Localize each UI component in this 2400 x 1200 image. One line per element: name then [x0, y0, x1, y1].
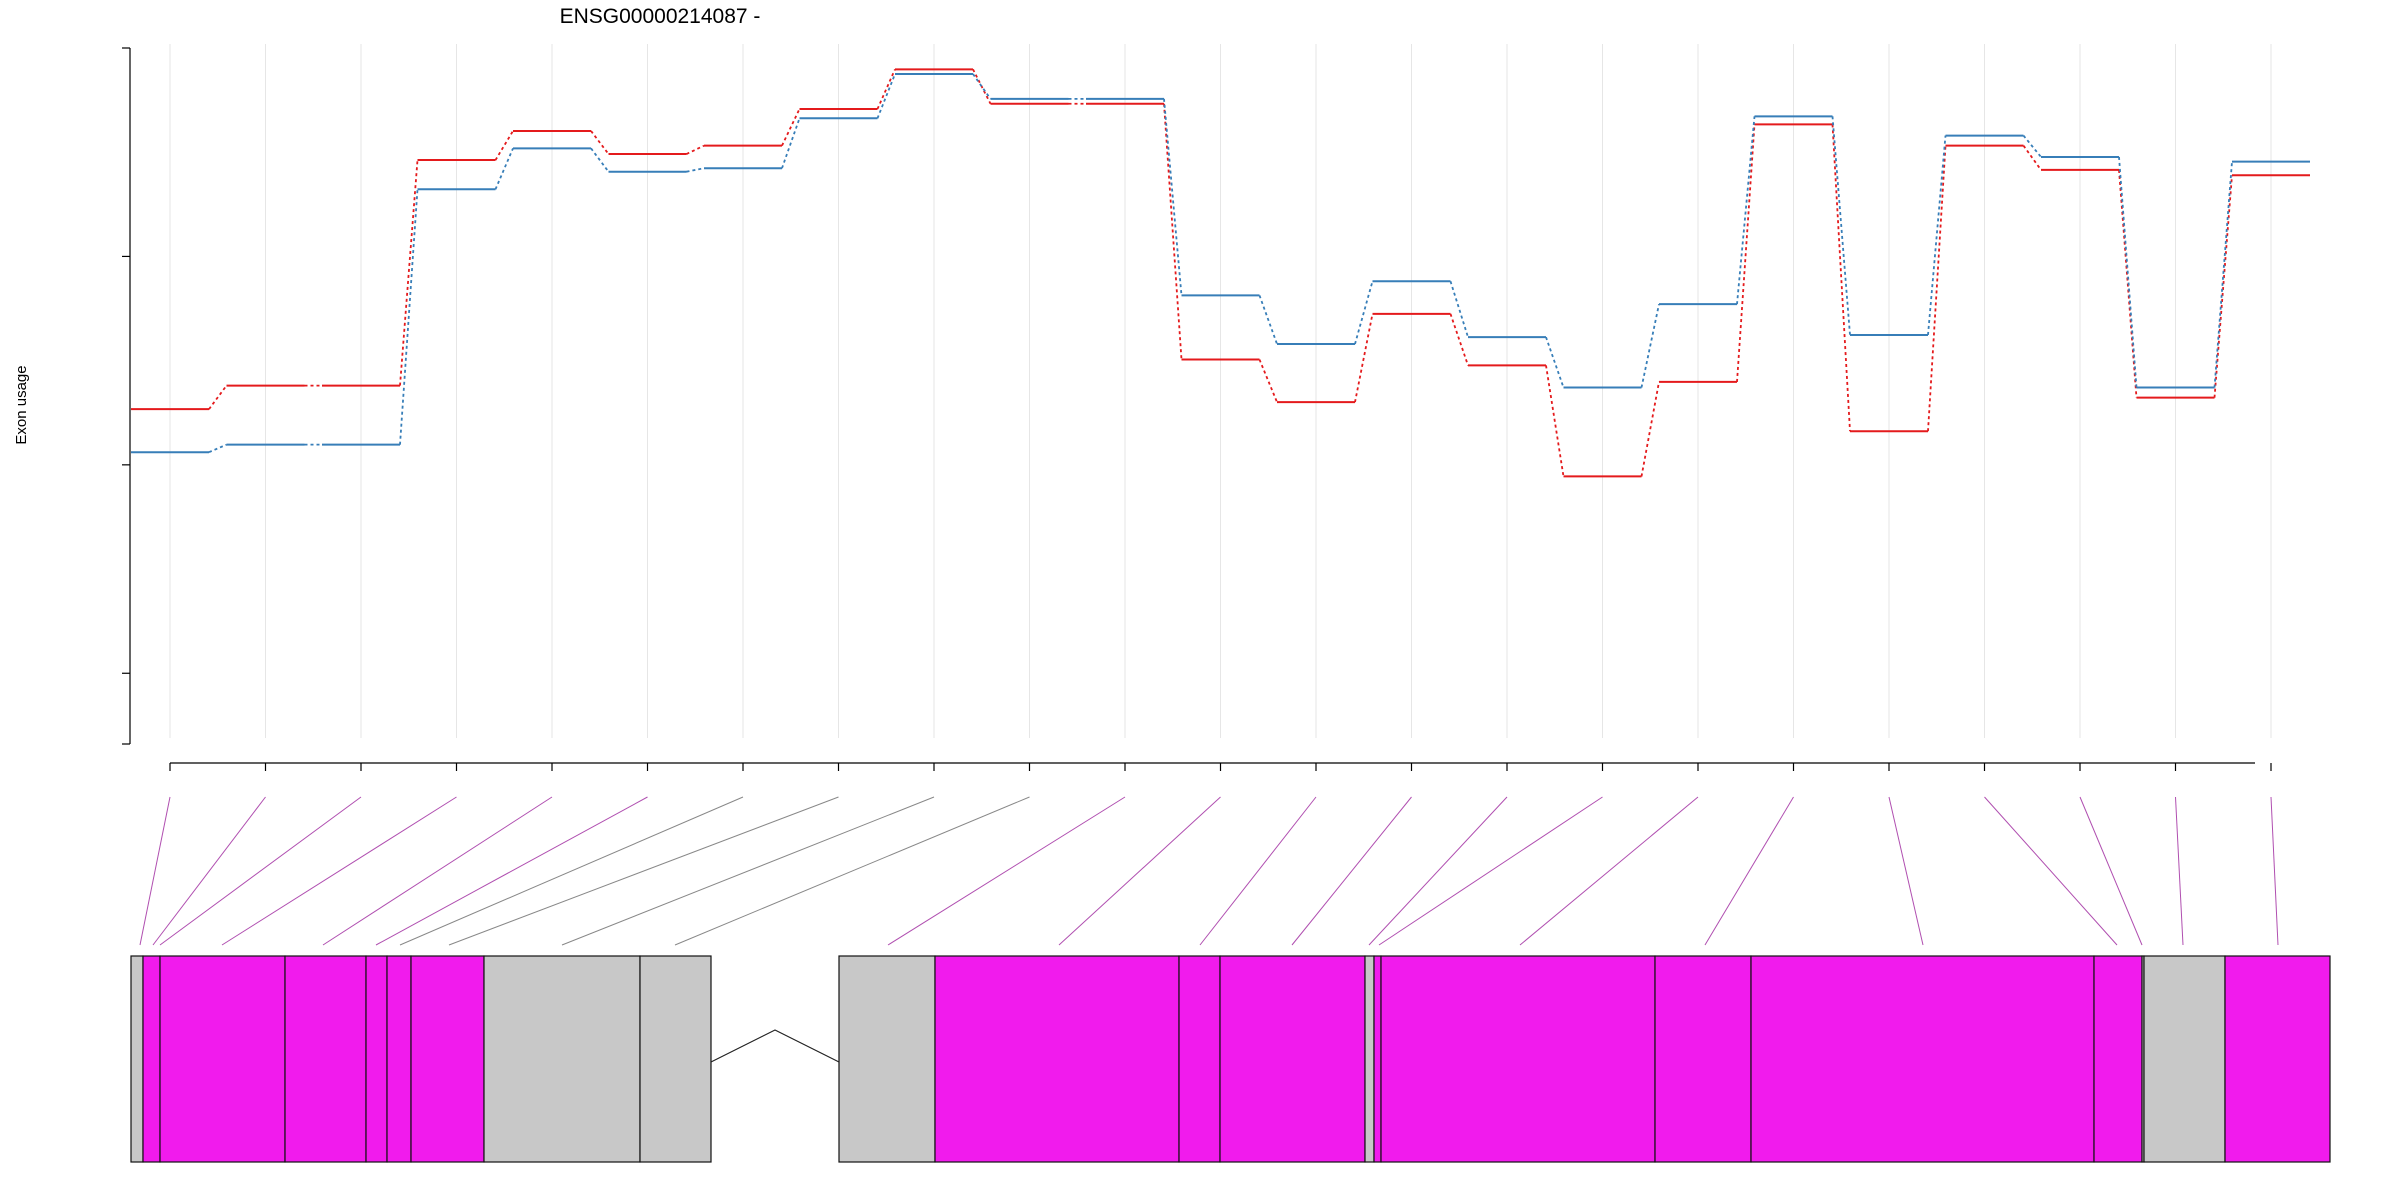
series-connector: [1258, 295, 1278, 345]
series-2: [131, 73, 2310, 454]
exon-block-significant: [2093, 955, 2143, 1163]
exon-connector: [2079, 796, 2143, 946]
exon-connector: [448, 796, 839, 946]
series-connector: [2022, 135, 2042, 158]
exon-block-significant: [1654, 955, 1752, 1163]
intron-line: [710, 1029, 840, 1063]
series-connector: [876, 68, 896, 110]
exon-connector: [1368, 796, 1508, 946]
series-connector: [1163, 98, 1183, 296]
exon-connector: [1291, 796, 1412, 946]
y-axis: [122, 47, 131, 745]
exon-block-significant: [410, 955, 485, 1163]
series-connector: [1163, 103, 1183, 360]
series-connector: [399, 159, 419, 386]
exon-block-significant: [142, 955, 161, 1163]
series-connector: [1449, 313, 1469, 366]
exon-connector: [1519, 796, 1699, 946]
series-connector: [590, 147, 610, 173]
exon-connector: [1378, 796, 1603, 946]
exon-connector: [1058, 796, 1221, 946]
series-connector: [2022, 145, 2042, 171]
exon-connector: [674, 796, 1030, 946]
exon-block-significant: [1750, 955, 2095, 1163]
exon-block-significant: [2224, 955, 2331, 1163]
exon-block: [639, 955, 712, 1163]
gene-model: [130, 955, 2331, 1163]
series-connector: [1927, 135, 1947, 336]
series-connector: [1927, 145, 1947, 432]
series-connector: [494, 147, 514, 190]
series-lines: [131, 68, 2310, 478]
series-connector: [686, 167, 705, 173]
series-connector: [208, 443, 227, 454]
series-connector: [1640, 381, 1660, 477]
exon-block-significant: [934, 955, 1180, 1163]
series-connector: [876, 73, 896, 119]
exon-connector: [2270, 796, 2279, 946]
exon-connector: [139, 796, 171, 946]
exon-connector: [1199, 796, 1317, 946]
exon-block-significant: [284, 955, 367, 1163]
chart-title: ENSG00000214087 -: [560, 5, 761, 28]
exon-block-significant: [1219, 955, 1366, 1163]
series-connector: [781, 117, 801, 169]
series-connector: [2213, 175, 2233, 398]
exon-block: [483, 955, 641, 1163]
exon-block-significant: [365, 955, 388, 1163]
series-connector: [399, 189, 419, 445]
series-connector: [1354, 313, 1374, 403]
exon-connector: [221, 796, 457, 946]
exon-block-significant: [1373, 955, 1382, 1163]
exon-connector: [399, 796, 744, 946]
exon-block-significant: [1380, 955, 1656, 1163]
series-connector: [208, 385, 228, 410]
series-connector: [2118, 156, 2138, 388]
series-connector: [781, 108, 801, 147]
series-connector: [590, 130, 610, 155]
exon-connector: [159, 796, 362, 946]
series-connector: [1736, 124, 1756, 382]
series-connector: [1736, 116, 1756, 305]
exon-connector: [561, 796, 935, 946]
exon-connector: [375, 796, 648, 946]
y-axis-label: Exon usage: [13, 365, 30, 444]
series-connector: [1545, 336, 1565, 388]
exon-block-significant: [159, 955, 286, 1163]
exon-connectors: [139, 796, 2279, 946]
exon-block: [130, 955, 144, 1163]
exon-connector: [887, 796, 1126, 946]
series-1: [131, 68, 2310, 478]
exon-block-significant: [1178, 955, 1221, 1163]
exon-block: [1364, 955, 1375, 1163]
series-connector: [1449, 280, 1469, 338]
x-axis: [169, 762, 2272, 771]
exon-connector: [1888, 796, 1924, 946]
exon-block: [838, 955, 936, 1163]
series-connector: [1831, 116, 1851, 336]
series-connector: [1831, 124, 1851, 432]
vertical-grid: [169, 44, 2272, 738]
series-connector: [686, 144, 705, 155]
exon-connector: [322, 796, 553, 946]
exon-connector: [1704, 796, 1794, 946]
series-connector: [1354, 281, 1374, 345]
series-connector: [2213, 161, 2233, 388]
series-connector: [972, 68, 992, 105]
series-connector: [1545, 365, 1565, 477]
exon-block: [2143, 955, 2226, 1163]
exon-connector: [152, 796, 266, 946]
series-connector: [1258, 359, 1278, 403]
series-connector: [972, 73, 992, 100]
exon-connector: [1984, 796, 2118, 946]
exon-block-significant: [386, 955, 412, 1163]
exon-connector: [2175, 796, 2184, 946]
series-connector: [1640, 303, 1660, 388]
